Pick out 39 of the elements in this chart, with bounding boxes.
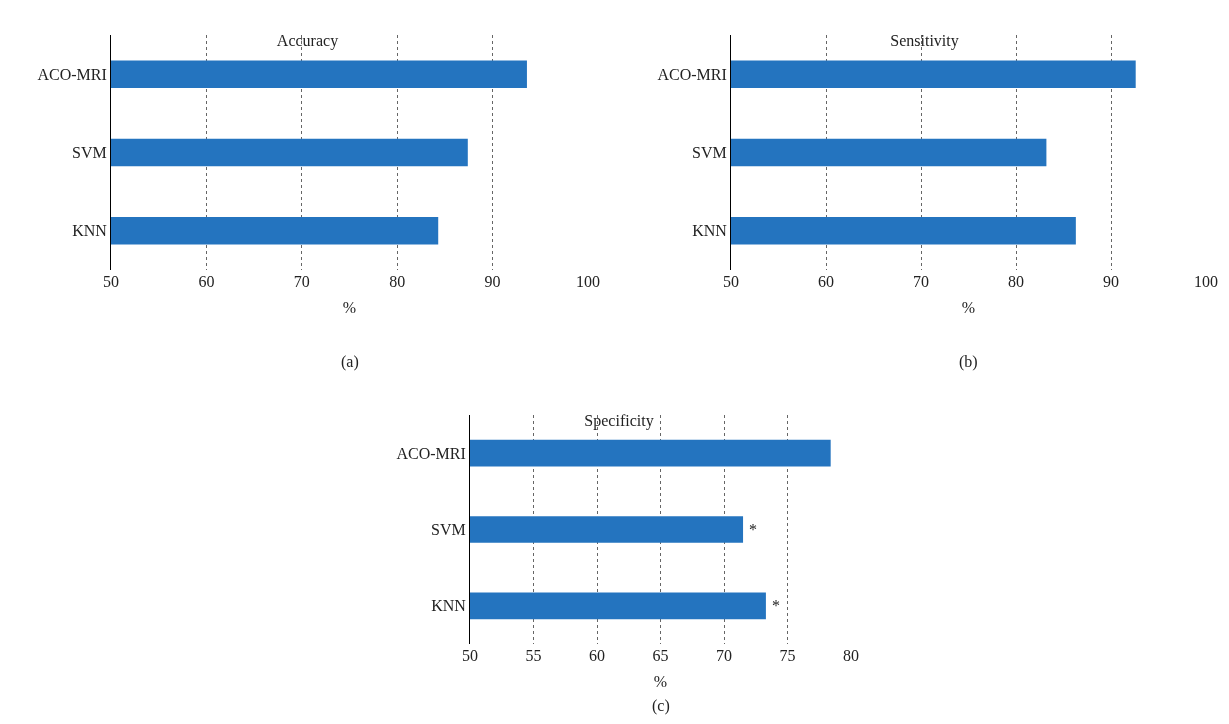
y-tick-label: SVM: [72, 144, 107, 162]
x-axis-title: %: [653, 672, 668, 690]
x-axis-title: %: [961, 298, 976, 316]
x-tick-label: 70: [293, 273, 310, 290]
text: (a): [341, 353, 359, 371]
y-tick-label: KNN: [692, 222, 728, 240]
y-tick-label: SVM: [431, 521, 466, 539]
x-axis-title: %: [342, 298, 357, 316]
x-tick-label: 90: [1103, 273, 1119, 290]
x-tick-label: 60: [589, 647, 605, 664]
x-tick-label: 60: [818, 273, 834, 290]
x-tick-label: 75: [779, 647, 796, 664]
annotation: *: [772, 597, 780, 614]
y-tick-label: ACO-MRI: [396, 444, 466, 462]
chart-title: Specificity: [584, 412, 654, 431]
chart-title: Accuracy: [276, 32, 339, 51]
x-tick-label: 65: [652, 647, 669, 664]
annotation: *: [749, 521, 757, 538]
y-tick-label: KNN: [72, 222, 108, 240]
x-tick-label: 80: [1008, 273, 1024, 290]
x-tick-label: 50: [103, 273, 119, 290]
x-tick-label: 80: [843, 647, 859, 664]
x-tick-label: 90: [484, 273, 501, 290]
text: (c): [652, 697, 670, 715]
chart-title: Sensitivity: [890, 32, 959, 51]
y-tick-label: ACO-MRI: [657, 65, 727, 83]
x-tick-label: 50: [723, 273, 739, 290]
x-tick-label: 50: [462, 647, 478, 664]
text: (b): [959, 353, 978, 371]
x-tick-label: 80: [389, 273, 406, 290]
x-tick-label: 100: [576, 273, 600, 290]
x-tick-label: 55: [525, 647, 542, 664]
y-tick-label: ACO-MRI: [37, 65, 107, 83]
y-tick-label: SVM: [692, 144, 727, 162]
x-tick-label: 60: [198, 273, 215, 290]
x-tick-label: 70: [716, 647, 732, 664]
y-tick-label: KNN: [431, 597, 467, 615]
x-tick-label: 100: [1194, 273, 1218, 290]
x-tick-label: 70: [913, 273, 929, 290]
